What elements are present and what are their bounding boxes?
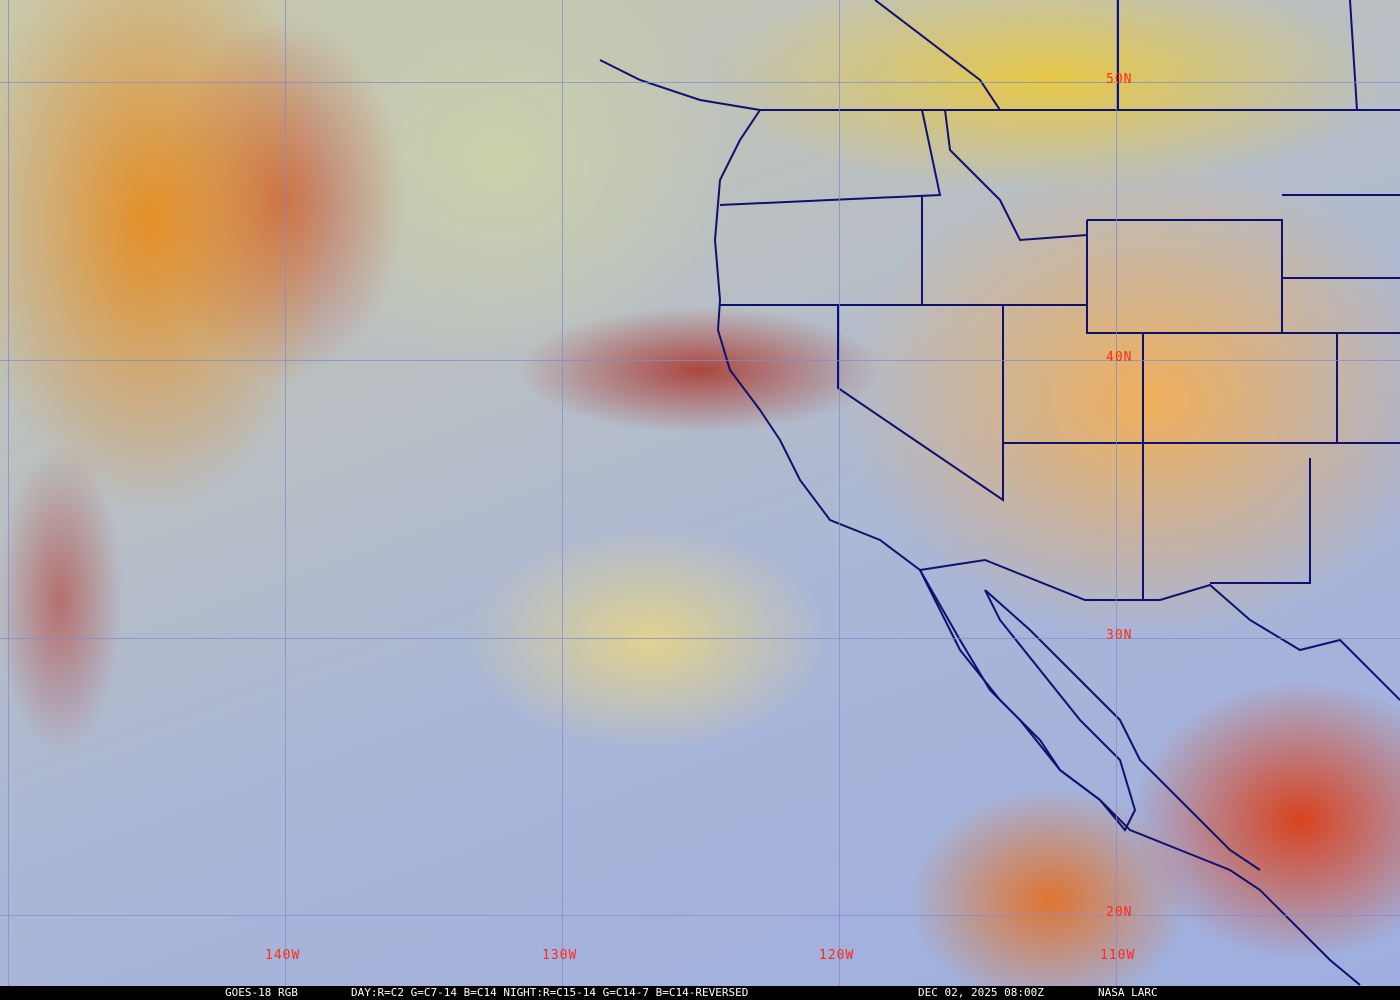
lat-label-40n: 40N (1106, 350, 1133, 365)
gridline-40n (0, 360, 1400, 361)
caption-credit: NASA LARC (1098, 986, 1158, 999)
gridline-140w (285, 0, 286, 986)
caption-timestamp: DEC 02, 2025 08:00Z (918, 986, 1044, 999)
lon-label-120w: 120W (819, 948, 855, 963)
lon-label-140w: 140W (265, 948, 301, 963)
state-borders (719, 109, 1400, 600)
lat-label-50n: 50N (1106, 72, 1133, 87)
gridline-130w (562, 0, 563, 986)
gridline-30n (0, 638, 1400, 639)
gridline-150w (8, 0, 9, 986)
lon-label-130w: 130W (542, 948, 578, 963)
gridline-50n (0, 82, 1400, 83)
caption-satellite: GOES-18 RGB (225, 986, 298, 999)
gridline-120w (839, 0, 840, 986)
canada-provinces (874, 0, 1358, 111)
lat-label-20n: 20N (1106, 905, 1133, 920)
lon-label-110w: 110W (1100, 948, 1136, 963)
caption-recipe: DAY:R=C2 G=C7-14 B=C14 NIGHT:R=C15-14 G=… (351, 986, 749, 999)
gridline-20n (0, 915, 1400, 916)
us-mexico-border (919, 558, 1400, 701)
baja-peninsula (919, 569, 1137, 832)
lat-label-30n: 30N (1106, 628, 1133, 643)
west-coastline (599, 59, 1361, 986)
gridline-110w (1116, 0, 1117, 986)
image-caption: GOES-18 RGB DAY:R=C2 G=C7-14 B=C14 NIGHT… (0, 986, 1400, 1000)
